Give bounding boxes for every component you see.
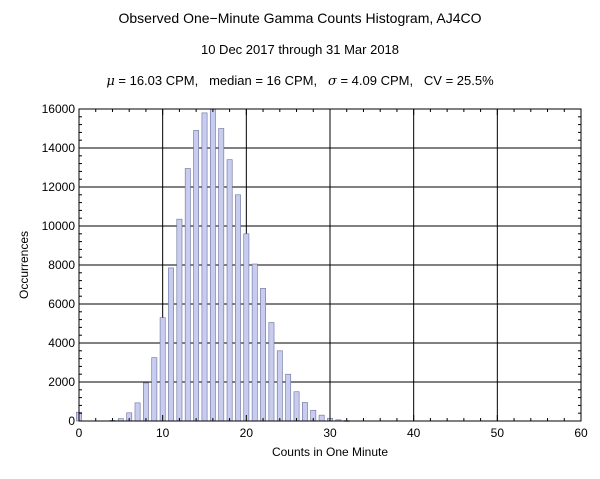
sd-value: = 4.09 CPM,	[336, 73, 414, 88]
y-tick-label: 10000	[42, 219, 76, 233]
histogram-bar	[243, 233, 250, 422]
histogram-bar	[268, 322, 275, 422]
histogram-bar	[134, 402, 141, 422]
histogram-bar	[218, 128, 225, 422]
x-tick-label: 50	[491, 426, 505, 440]
chart-stats-line: μ = 16.03 CPM, median = 16 CPM, σ = 4.09…	[0, 73, 600, 89]
x-tick-label: 0	[76, 426, 83, 440]
x-tick-label: 10	[156, 426, 170, 440]
histogram-bar	[209, 108, 216, 422]
histogram-bar	[260, 288, 266, 422]
mean-value: = 16.03 CPM,	[114, 73, 199, 88]
histogram-bar	[168, 267, 174, 422]
histogram-bar	[184, 168, 191, 422]
histogram-bar	[176, 218, 183, 422]
histogram-bar	[318, 414, 325, 422]
x-tick-label: 20	[240, 426, 254, 440]
histogram-bar	[159, 317, 166, 422]
histogram-bar	[235, 194, 241, 422]
y-tick-label: 16000	[42, 102, 76, 116]
histogram-bar	[293, 391, 300, 422]
mean-symbol: μ	[106, 74, 115, 89]
x-tick-label: 60	[574, 426, 588, 440]
y-axis-title: Occurrences	[17, 231, 31, 299]
median-value: median = 16 CPM,	[209, 73, 318, 88]
histogram-bar	[251, 263, 258, 422]
y-tick-label: 8000	[48, 258, 75, 272]
axis-tick-labels: 0 10 20 30 40 50 60 0 2000 4000 6000 8000 10000 12000…	[42, 102, 588, 440]
y-tick-label: 2000	[48, 375, 75, 389]
x-axis-title: Counts in One Minute	[272, 445, 388, 459]
histogram-bar	[226, 159, 233, 422]
x-tick-label: 30	[323, 426, 337, 440]
cv-value: CV = 25.5%	[423, 73, 494, 88]
y-tick-label: 0	[68, 414, 75, 428]
histogram-bar	[302, 402, 308, 422]
sd-symbol: σ	[327, 74, 337, 89]
y-tick-label: 4000	[48, 336, 75, 350]
histogram-bar	[193, 130, 200, 422]
y-tick-label: 12000	[42, 180, 76, 194]
x-tick-label: 40	[407, 426, 421, 440]
histogram-bar	[201, 112, 208, 422]
chart-title: Observed One−Minute Gamma Counts Histogr…	[118, 10, 482, 26]
chart-subtitle: 10 Dec 2017 through 31 Mar 2018	[200, 42, 400, 57]
y-tick-label: 6000	[48, 297, 75, 311]
histogram-bar	[276, 350, 283, 422]
histogram-bar	[151, 357, 158, 422]
histogram-bar	[143, 382, 149, 422]
y-tick-label: 14000	[42, 141, 76, 155]
axis-ticks	[78, 108, 582, 422]
histogram-bar	[285, 373, 292, 422]
